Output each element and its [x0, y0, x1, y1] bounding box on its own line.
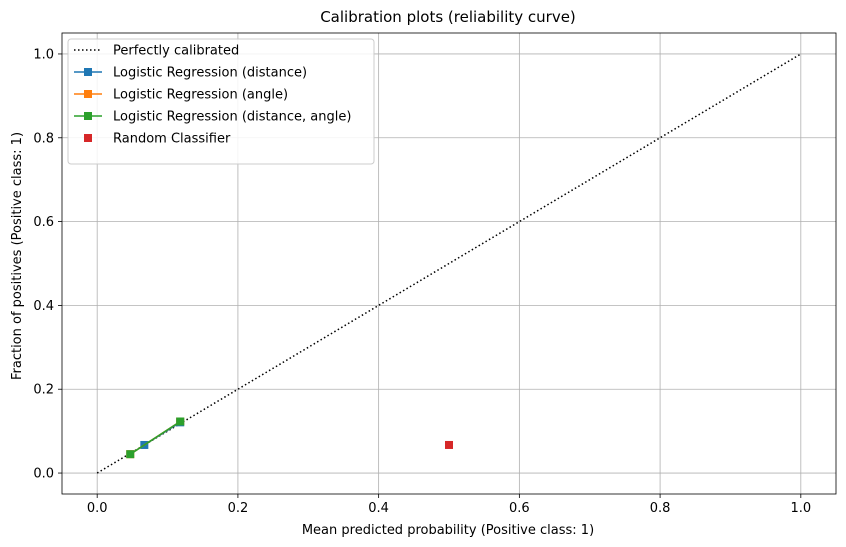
legend-marker [84, 112, 92, 120]
x-tick-label: 0.6 [509, 501, 530, 516]
legend-label: Logistic Regression (distance, angle) [113, 110, 351, 125]
legend-label: Logistic Regression (angle) [113, 88, 288, 103]
y-tick-label: 0.0 [33, 467, 54, 482]
y-tick-label: 1.0 [33, 47, 54, 62]
series-group [96, 53, 802, 474]
y-tick-label: 0.8 [33, 131, 54, 146]
x-tick-label: 0.4 [368, 501, 389, 516]
data-point [126, 450, 135, 459]
legend: Perfectly calibrated Logistic Regression … [67, 38, 375, 165]
x-tick-label: 1.0 [790, 501, 811, 516]
y-tick-label: 0.4 [33, 299, 54, 314]
x-tick-label: 0.2 [228, 501, 249, 516]
series-layer [96, 53, 802, 474]
legend-marker [84, 134, 92, 142]
legend-marker [84, 90, 92, 98]
legend-marker [84, 68, 92, 76]
chart-title: Calibration plots (reliability curve) [320, 8, 576, 26]
legend-label: Perfectly calibrated [113, 44, 239, 59]
y-tick-label: 0.6 [33, 215, 54, 230]
legend-box [67, 38, 375, 165]
legend-label: Logistic Regression (distance) [113, 66, 307, 81]
series-group [126, 417, 185, 459]
plot-frame [61, 32, 837, 495]
axis-ticks: 0.0 0.2 0.4 0.6 0.8 1.0 0.0 0.2 0.4 0.6 0.8 1.0 [33, 47, 811, 516]
y-axis-label: Fraction of positives (Positive class: 1… [10, 132, 25, 380]
data-point [176, 417, 185, 426]
series-group [445, 440, 453, 449]
x-tick-label: 0.0 [87, 501, 108, 516]
x-tick-label: 0.8 [650, 501, 671, 516]
series-line [129, 420, 181, 455]
data-point [445, 440, 453, 449]
x-axis-label: Mean predicted probability (Positive cla… [302, 523, 594, 538]
y-tick-label: 0.2 [33, 383, 54, 398]
legend-label: Random Classifier [113, 132, 231, 147]
series-line [96, 53, 802, 474]
